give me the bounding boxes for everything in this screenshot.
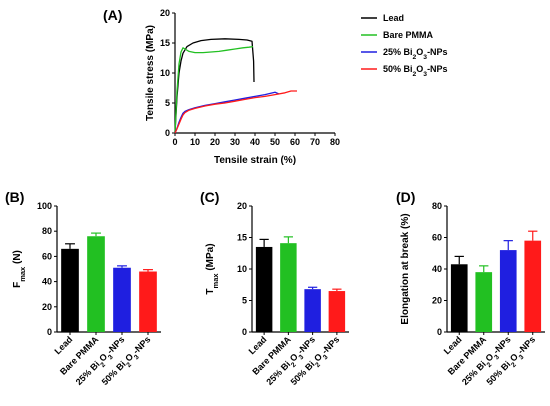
y-axis-title: Tensile stress (MPa) — [145, 25, 156, 121]
y-tick-label: 80 — [42, 226, 52, 236]
bar — [475, 272, 493, 332]
bar — [450, 264, 468, 332]
bar — [61, 248, 79, 332]
category-label: 50% Bi2O3-NPs — [100, 334, 155, 389]
bar — [113, 267, 131, 332]
category-label: 50% Bi2O3-NPs — [484, 334, 539, 389]
series-line-1 — [174, 45, 254, 134]
y-axis-title: Fmax (N) — [12, 250, 27, 288]
x-tick-label: 60 — [290, 137, 300, 147]
y-tick-label: 20 — [237, 201, 247, 211]
panel-label: (D) — [396, 189, 415, 205]
bar — [328, 291, 346, 332]
y-axis-title: Tmax (MPa) — [205, 243, 220, 294]
bar — [304, 289, 321, 332]
y-tick-label: 20 — [42, 302, 52, 312]
y-tick-label: 80 — [432, 201, 442, 211]
x-tick-label: 0 — [172, 137, 177, 147]
y-tick-label: 5 — [165, 98, 170, 108]
series-line-3 — [174, 90, 297, 134]
x-tick-label: 50 — [270, 137, 280, 147]
panel-label-a: (A) — [103, 7, 122, 23]
y-tick-label: 15 — [237, 233, 247, 243]
x-tick-label: 30 — [230, 137, 240, 147]
legend-label: Bare PMMA — [383, 30, 434, 40]
y-tick-label: 5 — [242, 296, 247, 306]
panel-label: (C) — [200, 189, 219, 205]
legend-label: Lead — [383, 13, 404, 23]
y-tick-label: 0 — [47, 327, 52, 337]
bar — [524, 240, 542, 332]
y-tick-label: 0 — [242, 327, 247, 337]
y-tick-label: 40 — [432, 264, 442, 274]
y-tick-label: 15 — [160, 38, 170, 48]
y-tick-label: 60 — [42, 251, 52, 261]
x-tick-label: 20 — [210, 137, 220, 147]
y-tick-label: 0 — [437, 327, 442, 337]
y-tick-label: 10 — [237, 264, 247, 274]
panel-label: (B) — [5, 189, 24, 205]
x-axis-title: Tensile strain (%) — [214, 155, 296, 166]
series-line-0 — [174, 38, 255, 134]
bar — [255, 246, 273, 332]
y-tick-label: 10 — [160, 68, 170, 78]
x-tick-label: 10 — [190, 137, 200, 147]
category-label: Lead — [442, 334, 464, 356]
legend-label: 50% Bi2O3-NPs — [383, 64, 448, 78]
y-tick-label: 0 — [165, 128, 170, 138]
category-label: Lead — [247, 334, 269, 356]
category-label: Lead — [52, 334, 74, 356]
bar — [87, 236, 105, 332]
y-tick-label: 60 — [432, 233, 442, 243]
y-tick-label: 100 — [37, 201, 52, 211]
y-axis-title: Elongation at break (%) — [400, 213, 411, 324]
x-tick-label: 70 — [310, 137, 320, 147]
series-line-2 — [174, 91, 280, 134]
y-tick-label: 40 — [42, 277, 52, 287]
x-tick-label: 40 — [250, 137, 260, 147]
category-label: 50% Bi2O3-NPs — [289, 334, 344, 389]
panel-a: (A) 0 5 10 15 20 0 10 20 30 40 50 60 70 80 Tensile stra… — [103, 7, 448, 166]
bar — [139, 271, 157, 332]
y-tick-label: 20 — [432, 296, 442, 306]
y-tick-label: 20 — [160, 8, 170, 18]
legend-label: 25% Bi2O3-NPs — [383, 47, 448, 61]
bar — [280, 243, 297, 332]
x-tick-label: 80 — [330, 137, 340, 147]
bar — [499, 250, 517, 332]
